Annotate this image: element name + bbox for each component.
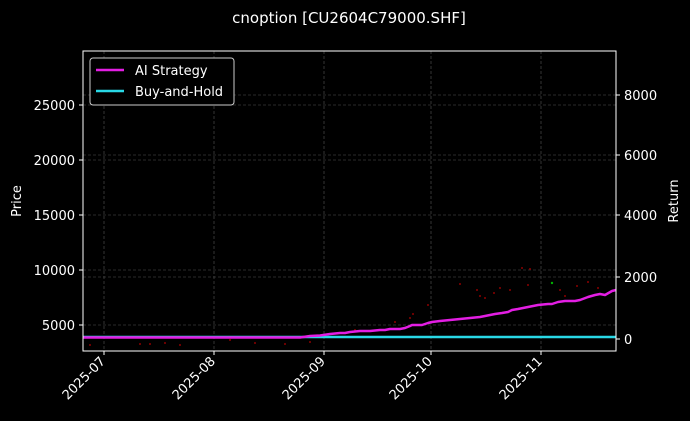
- y-axis-left: [79, 104, 83, 326]
- legend-label-ai-strategy: AI Strategy: [135, 64, 208, 79]
- signal-markers: [89, 267, 599, 346]
- y-right-tick-0: 0: [624, 333, 632, 348]
- x-tick-2025-07: 2025-07: [60, 354, 109, 403]
- y-right-tick-8000: 8000: [624, 89, 657, 104]
- y-axis-right: [616, 94, 620, 340]
- y-left-tick-25000: 25000: [34, 99, 75, 114]
- y-left-tick-15000: 15000: [34, 209, 75, 224]
- plot-frame: [82, 50, 617, 352]
- y-left-tick-10000: 10000: [34, 264, 75, 279]
- y-left-tick-20000: 20000: [34, 154, 75, 169]
- x-tick-2025-10: 2025-10: [387, 354, 436, 403]
- y-left-tick-5000: 5000: [42, 319, 75, 334]
- legend-label-buy-and-hold: Buy-and-Hold: [135, 85, 223, 100]
- y-right-axis-label: Return: [667, 179, 682, 222]
- legend: AI Strategy Buy-and-Hold: [89, 57, 235, 106]
- y-left-axis-label: Price: [10, 185, 25, 217]
- x-tick-2025-11: 2025-11: [497, 354, 546, 403]
- x-tick-2025-09: 2025-09: [280, 354, 329, 403]
- ai-strategy-line: [83, 288, 617, 339]
- x-axis: [103, 351, 542, 355]
- x-tick-2025-08: 2025-08: [170, 354, 219, 403]
- grid: [83, 51, 616, 351]
- y-right-tick-4000: 4000: [624, 209, 657, 224]
- y-right-tick-6000: 6000: [624, 149, 657, 164]
- chart-title: cnoption [CU2604C79000.SHF]: [232, 9, 466, 27]
- y-right-tick-2000: 2000: [624, 271, 657, 286]
